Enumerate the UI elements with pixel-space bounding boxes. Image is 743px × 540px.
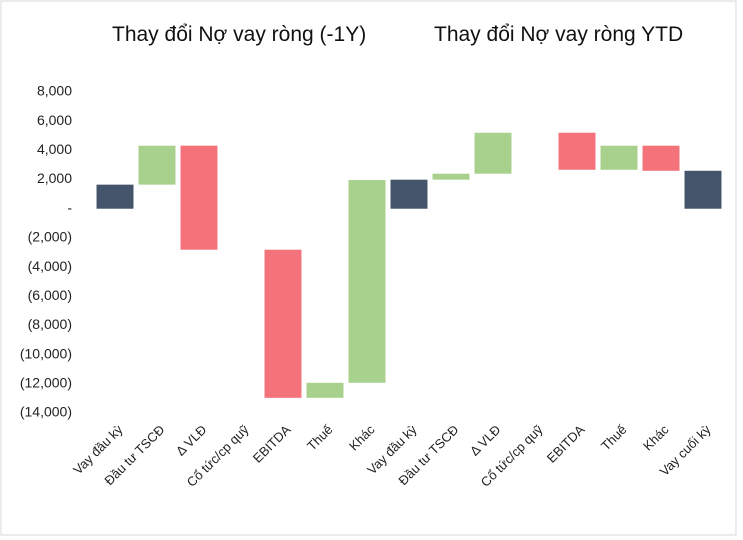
bar bbox=[348, 179, 386, 383]
y-tick-label: - bbox=[67, 199, 72, 215]
y-tick-label: (8,000) bbox=[28, 316, 72, 332]
chart-title: Thay đổi Nợ vay ròng (-1Y) bbox=[112, 23, 367, 46]
chart-title: Thay đổi Nợ vay ròng YTD bbox=[434, 23, 684, 46]
bar bbox=[558, 132, 596, 170]
bar bbox=[390, 179, 428, 209]
x-tick-label: EBITDA bbox=[250, 422, 294, 466]
y-tick-label: 6,000 bbox=[37, 112, 72, 128]
bar bbox=[180, 145, 218, 250]
y-tick-label: (6,000) bbox=[28, 287, 72, 303]
y-tick-label: (4,000) bbox=[28, 258, 72, 274]
bar bbox=[600, 145, 638, 170]
bar bbox=[96, 184, 134, 209]
bar bbox=[306, 382, 344, 398]
bar bbox=[264, 249, 302, 398]
bar bbox=[684, 170, 722, 209]
x-tick-label: Khác bbox=[640, 422, 672, 454]
x-tick-label: Thuế bbox=[304, 421, 336, 453]
x-tick-label: EBITDA bbox=[544, 422, 588, 466]
x-tick-label: Khác bbox=[346, 422, 378, 454]
bar bbox=[138, 145, 176, 185]
x-tick-label: Δ VLĐ bbox=[173, 422, 210, 459]
bar bbox=[474, 132, 512, 174]
bar bbox=[642, 145, 680, 171]
y-tick-label: 8,000 bbox=[37, 83, 72, 99]
bar bbox=[432, 173, 470, 180]
y-tick-label: 4,000 bbox=[37, 141, 72, 157]
y-tick-label: (2,000) bbox=[28, 229, 72, 245]
x-tick-label: Thuế bbox=[598, 421, 630, 453]
y-tick-label: 2,000 bbox=[37, 170, 72, 186]
y-tick-label: (10,000) bbox=[20, 345, 72, 361]
y-tick-label: (14,000) bbox=[20, 404, 72, 420]
y-tick-label: (12,000) bbox=[20, 375, 72, 391]
x-tick-label: Δ VLĐ bbox=[467, 422, 504, 459]
